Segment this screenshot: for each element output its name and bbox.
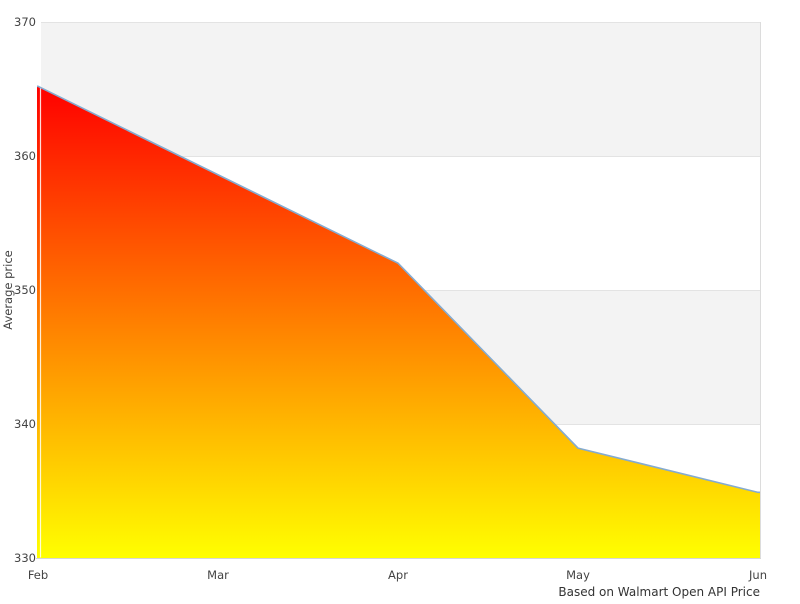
y-tick-label: 340 — [14, 417, 36, 431]
y-tick-label: 360 — [14, 149, 36, 163]
y-tick-label: 370 — [14, 15, 36, 29]
area-fill — [37, 86, 760, 558]
x-tick-label: Apr — [388, 568, 408, 582]
series-line — [37, 85, 760, 494]
price-area-series — [37, 85, 760, 558]
x-tick-label: Feb — [28, 568, 48, 582]
y-tick-label: 330 — [14, 551, 36, 565]
x-tick-label: Mar — [207, 568, 229, 582]
axis-border-lines — [36, 22, 761, 559]
chart-source-caption: Based on Walmart Open API Price — [558, 585, 760, 599]
y-tick-label: 350 — [14, 283, 36, 297]
x-tick-label: Jun — [748, 568, 767, 582]
x-tick-label: May — [566, 568, 590, 582]
x-axis-tick-labels: Feb Mar Apr May Jun — [28, 568, 767, 582]
y-axis-tick-labels: 330 340 350 360 370 — [14, 15, 36, 565]
plot-band — [41, 22, 760, 156]
y-axis-title: Average price — [1, 250, 15, 330]
